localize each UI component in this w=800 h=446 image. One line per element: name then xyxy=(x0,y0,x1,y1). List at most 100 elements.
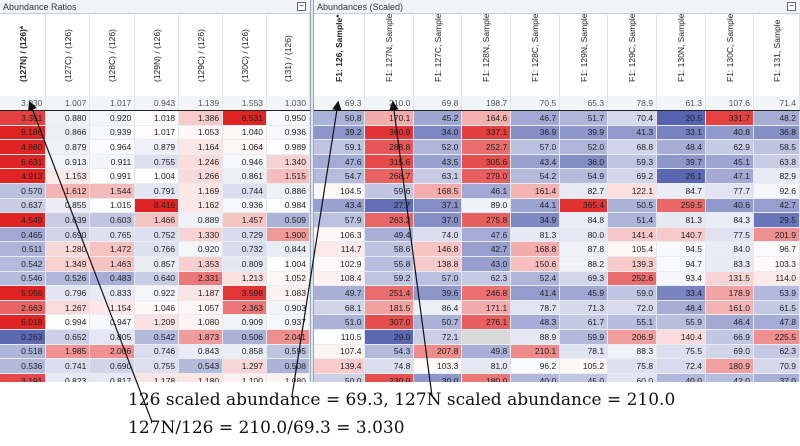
ratio-row[interactable]: 0.546 0.526 0.483 0.640 2.331 1.213 1.052 xyxy=(0,271,310,287)
ratio-cell[interactable]: 0.546 xyxy=(0,271,47,287)
ratio-row[interactable]: 0.518 1.985 2.006 0.746 0.843 0.858 0.595 xyxy=(0,344,310,360)
abundance-cell[interactable]: 46.4 xyxy=(705,314,754,330)
abundance-cell[interactable]: 51.0 xyxy=(314,314,366,330)
abundance-column-header[interactable]: F1: 128N, Sample xyxy=(462,14,511,96)
abundance-column-header[interactable]: F1: 130C, Sample xyxy=(706,14,754,96)
ratio-row[interactable]: 0.511 1.280 1.472 0.766 0.920 0.732 0.844 xyxy=(0,241,310,258)
abundance-cell[interactable]: 168.8 xyxy=(510,241,561,258)
abundance-cell[interactable]: 39.2 xyxy=(314,125,366,141)
ratio-cell[interactable]: 0.964 xyxy=(89,139,136,155)
ratio-cell[interactable]: 0.805 xyxy=(89,329,136,345)
abundance-cell[interactable]: 84.7 xyxy=(656,183,706,199)
abundance-cell[interactable]: 88.2 xyxy=(559,256,609,272)
ratio-cell[interactable]: 0.991 xyxy=(89,168,136,185)
ratio-cell[interactable]: 0.755 xyxy=(134,154,180,170)
abundance-cell[interactable]: 140.4 xyxy=(656,329,706,345)
abundance-cell[interactable]: 37.0 xyxy=(413,212,463,228)
abundance-cell[interactable]: 337.1 xyxy=(461,125,512,141)
abundance-cell[interactable]: 50.7 xyxy=(413,314,463,330)
abundance-cell[interactable]: 54.7 xyxy=(314,168,366,185)
ratio-cell[interactable]: 0.465 xyxy=(0,227,47,243)
abundance-cell[interactable]: 103.3 xyxy=(753,256,800,272)
abundance-row[interactable]: 107.4 54.3 207.8 49.8 210.1 78.1 88.3 75.5 69.0 6… xyxy=(314,344,800,360)
abundance-cell[interactable]: 210.0 xyxy=(364,96,415,112)
abundance-cell[interactable]: 51.4 xyxy=(607,212,658,228)
ratio-cell[interactable]: 1.515 xyxy=(266,168,310,185)
abundance-cell[interactable]: 47.1 xyxy=(705,168,754,185)
abundance-cell[interactable]: 360.9 xyxy=(364,125,415,141)
abundance-cell[interactable]: 75.5 xyxy=(656,344,706,360)
ratio-cell[interactable]: 1.139 xyxy=(178,96,224,112)
abundance-cell[interactable]: 92.6 xyxy=(753,183,800,199)
abundance-cell[interactable]: 33.1 xyxy=(656,125,706,141)
abundance-cell[interactable]: 82.7 xyxy=(559,183,609,199)
abundance-row[interactable]: 49.7 251.4 39.6 246.8 41.4 45.9 59.0 33.4 178.9 5… xyxy=(314,285,800,301)
ratio-cell[interactable]: 0.732 xyxy=(222,241,268,258)
abundance-cell[interactable]: 48.4 xyxy=(656,300,706,316)
ratio-row[interactable]: 0.542 1.349 1.463 0.857 1.353 0.809 1.004 xyxy=(0,256,310,272)
ratio-cell[interactable]: 1.017 xyxy=(89,96,136,112)
ratio-cell[interactable]: 0.506 xyxy=(222,329,268,345)
ratio-cell[interactable]: 6.631 xyxy=(0,154,47,170)
ratio-cell[interactable]: 1.080 xyxy=(178,314,224,330)
ratio-cell[interactable]: 4.913 xyxy=(0,168,47,185)
ratio-cell[interactable]: 1.178 xyxy=(134,373,180,382)
abundance-cell[interactable]: 72.0 xyxy=(607,300,658,316)
abundance-cell[interactable]: 34.0 xyxy=(413,125,463,141)
abundance-row[interactable]: 51.0 307.0 50.7 276.1 48.3 61.7 55.1 55.9 46.4 47… xyxy=(314,314,800,330)
abundance-cell[interactable]: 53.9 xyxy=(753,285,800,301)
ratio-cell[interactable]: 0.640 xyxy=(134,271,180,287)
ratio-cell[interactable]: 0.752 xyxy=(134,227,180,243)
ratio-cell[interactable]: 0.943 xyxy=(134,96,180,112)
ratio-cell[interactable]: 0.536 xyxy=(0,358,47,374)
ratio-cell[interactable]: 0.508 xyxy=(266,358,310,374)
abundance-row[interactable]: 108.4 59.2 57.0 62.3 52.4 69.3 252.6 93.4 131.5 1… xyxy=(314,271,800,287)
ratio-cell[interactable]: 0.817 xyxy=(89,373,136,382)
ratio-row[interactable]: 5.056 0.796 0.833 0.922 1.187 3.598 1.083 xyxy=(0,285,310,301)
ratio-cell[interactable]: 0.880 xyxy=(45,110,91,126)
abundance-cell[interactable]: 59.1 xyxy=(314,139,366,155)
ratio-cell[interactable]: 3.030 xyxy=(0,96,47,112)
ratio-row[interactable]: 0.570 1.612 1.544 0.791 1.169 0.744 0.886 xyxy=(0,183,310,199)
ratio-column-header[interactable]: (128C) / (126) xyxy=(90,14,135,96)
abundance-cell[interactable]: 59.6 xyxy=(364,183,415,199)
abundance-cell[interactable]: 201.9 xyxy=(753,227,800,243)
ratio-cell[interactable]: 1.154 xyxy=(89,300,136,316)
ratio-column-header[interactable]: (127N) / (126)* xyxy=(0,14,46,96)
ratio-cell[interactable]: 1.180 xyxy=(178,373,224,382)
abundance-cell[interactable]: 268.7 xyxy=(364,168,415,185)
abundance-cell[interactable]: 50.0 xyxy=(314,373,366,382)
abundance-row[interactable]: 50.8 170.1 45.2 164.6 46.7 51.7 70.4 20.5 331.7 4… xyxy=(314,110,800,126)
abundance-cell[interactable]: 140.7 xyxy=(656,227,706,243)
abundance-row[interactable]: 104.5 59.6 168.5 46.1 161.4 82.7 122.1 84.7 77.7… xyxy=(314,183,800,199)
abundance-cell[interactable]: 50.5 xyxy=(607,198,658,214)
collapse-left-panel-button[interactable]: − xyxy=(297,2,306,11)
abundance-cell[interactable]: 84.8 xyxy=(559,212,609,228)
abundance-cell[interactable]: 58.5 xyxy=(753,139,800,155)
ratio-cell[interactable]: 0.639 xyxy=(45,212,91,228)
ratio-cell[interactable]: 0.889 xyxy=(178,212,224,228)
ratio-column-header[interactable]: (129N) / (126) xyxy=(135,14,179,96)
abundance-column-header[interactable]: F1: 128C, Sample xyxy=(511,14,560,96)
abundance-cell[interactable]: 63.8 xyxy=(753,154,800,170)
ratio-cell[interactable]: 1.153 xyxy=(45,168,91,185)
ratio-cell[interactable]: 1.266 xyxy=(178,168,224,185)
ratio-cell[interactable]: 1.162 xyxy=(178,198,224,214)
abundance-cell[interactable]: 54.9 xyxy=(559,168,609,185)
ratio-cell[interactable]: 0.744 xyxy=(222,183,268,199)
abundance-cell[interactable]: 139.3 xyxy=(607,256,658,272)
ratio-cell[interactable]: 0.603 xyxy=(89,212,136,228)
ratio-cell[interactable]: 1.386 xyxy=(178,110,224,126)
abundance-cell[interactable]: 94.5 xyxy=(656,241,706,258)
abundance-cell[interactable]: 88.9 xyxy=(510,329,561,345)
ratio-cell[interactable]: 1.083 xyxy=(266,285,310,301)
abundance-cell[interactable]: 37.1 xyxy=(413,198,463,214)
ratio-column-header[interactable]: (129C) / (126) xyxy=(179,14,223,96)
abundance-cell[interactable]: 246.8 xyxy=(461,285,512,301)
abundance-cell[interactable]: 40.8 xyxy=(705,125,754,141)
abundance-cell[interactable]: 55.9 xyxy=(656,314,706,330)
ratio-cell[interactable]: 1.018 xyxy=(134,110,180,126)
ratio-row[interactable]: 2.663 1.267 1.154 1.046 1.057 2.363 0.903 xyxy=(0,300,310,316)
abundance-row[interactable]: 50.0 230.0 30.0 180.0 40.0 45.0 60.0 40.0 42.0 37… xyxy=(314,373,800,382)
ratio-row[interactable]: 6.018 0.994 0.947 1.209 1.080 0.909 0.937 xyxy=(0,314,310,330)
